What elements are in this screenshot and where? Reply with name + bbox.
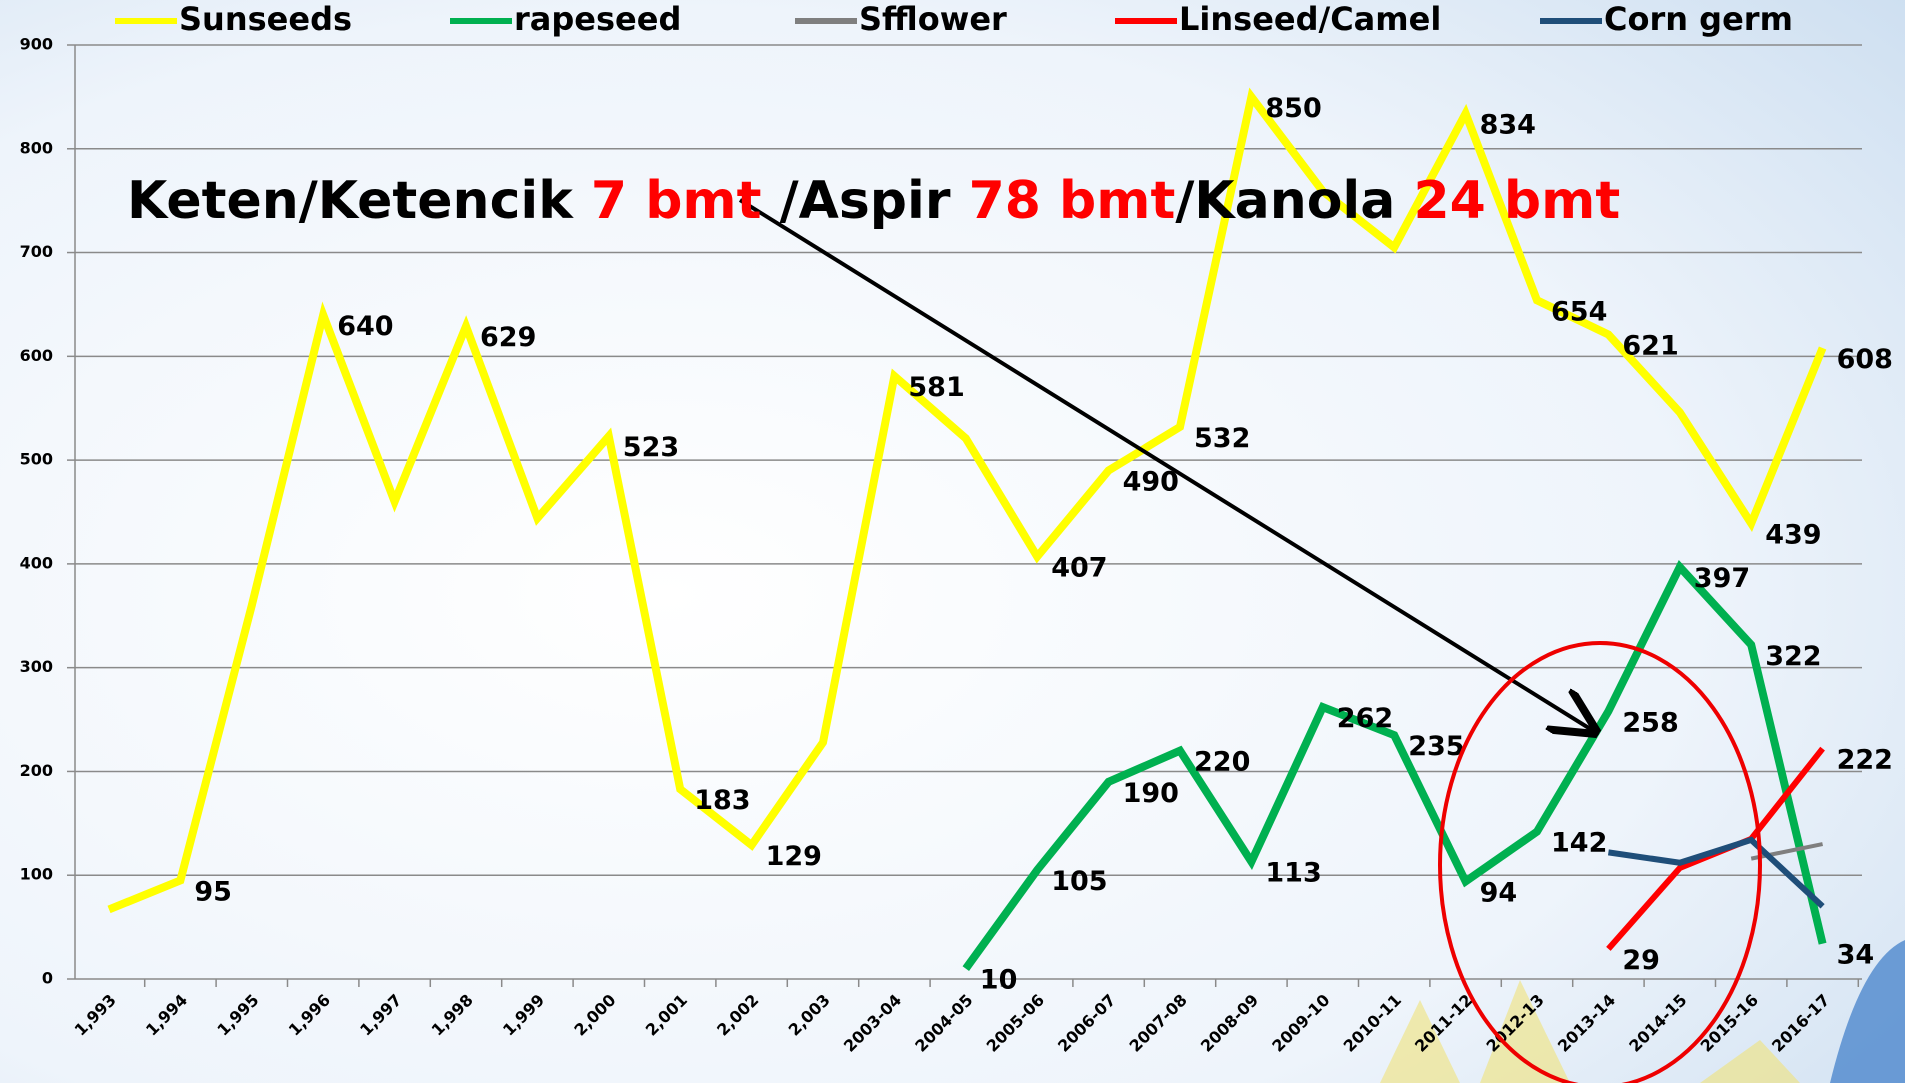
- data-label: 523: [623, 432, 679, 463]
- annotation-highlight: 24 bmt: [1413, 171, 1620, 231]
- data-label: 235: [1408, 731, 1464, 762]
- legend-label: Sfflower: [859, 0, 1007, 38]
- annotation-text: Keten/Ketencik: [127, 171, 591, 231]
- data-label: 532: [1194, 423, 1250, 454]
- data-label: 183: [694, 785, 750, 816]
- data-label: 220: [1194, 747, 1250, 778]
- data-label: 439: [1765, 519, 1821, 550]
- annotation-text: /Aspir: [761, 171, 968, 231]
- data-label: 629: [480, 322, 536, 353]
- data-label: 640: [337, 311, 393, 342]
- data-label: 262: [1337, 703, 1393, 734]
- data-label: 834: [1480, 109, 1536, 140]
- data-label: 34: [1837, 940, 1875, 971]
- data-label: 190: [1123, 778, 1179, 809]
- y-tick-label: 600: [20, 346, 53, 365]
- legend-label: rapeseed: [514, 0, 681, 38]
- data-label: 129: [766, 841, 822, 872]
- data-label: 105: [1051, 866, 1107, 897]
- y-tick-label: 400: [20, 553, 53, 572]
- legend-label: Linseed/Camel: [1179, 0, 1441, 38]
- annotation-text: /Kanola: [1175, 171, 1413, 231]
- data-label: 258: [1622, 707, 1678, 738]
- data-label: 407: [1051, 553, 1107, 584]
- y-tick-label: 300: [20, 657, 53, 676]
- data-label: 10: [980, 965, 1018, 996]
- data-label: 322: [1765, 641, 1821, 672]
- y-tick-label: 700: [20, 242, 53, 261]
- annotation-highlight: 78 bmt: [969, 171, 1176, 231]
- data-label: 95: [194, 876, 232, 907]
- y-tick-label: 800: [20, 138, 53, 157]
- chart: 01002003004005006007008009001,9931,9941,…: [0, 0, 1905, 1083]
- legend-label: Sunseeds: [179, 0, 352, 38]
- y-tick-label: 200: [20, 761, 53, 780]
- data-label: 581: [908, 372, 964, 403]
- y-tick-label: 0: [42, 969, 53, 988]
- data-label: 850: [1265, 93, 1321, 124]
- data-label: 608: [1837, 344, 1893, 375]
- data-label: 490: [1123, 466, 1179, 497]
- data-label: 29: [1622, 945, 1660, 976]
- data-label: 222: [1837, 745, 1893, 776]
- annotation: Keten/Ketencik 7 bmt /Aspir 78 bmt/Kanol…: [127, 171, 1620, 231]
- data-label: 142: [1551, 828, 1607, 859]
- data-label: 94: [1480, 877, 1518, 908]
- data-label: 654: [1551, 296, 1607, 327]
- data-label: 621: [1622, 331, 1678, 362]
- annotation-highlight: 7 bmt: [591, 171, 762, 231]
- data-label: 113: [1265, 858, 1321, 889]
- data-label: 397: [1694, 563, 1750, 594]
- y-tick-label: 500: [20, 450, 53, 469]
- legend-label: Corn germ: [1604, 0, 1793, 38]
- y-tick-label: 900: [20, 35, 53, 54]
- y-tick-label: 100: [20, 865, 53, 884]
- background: [0, 0, 1905, 1083]
